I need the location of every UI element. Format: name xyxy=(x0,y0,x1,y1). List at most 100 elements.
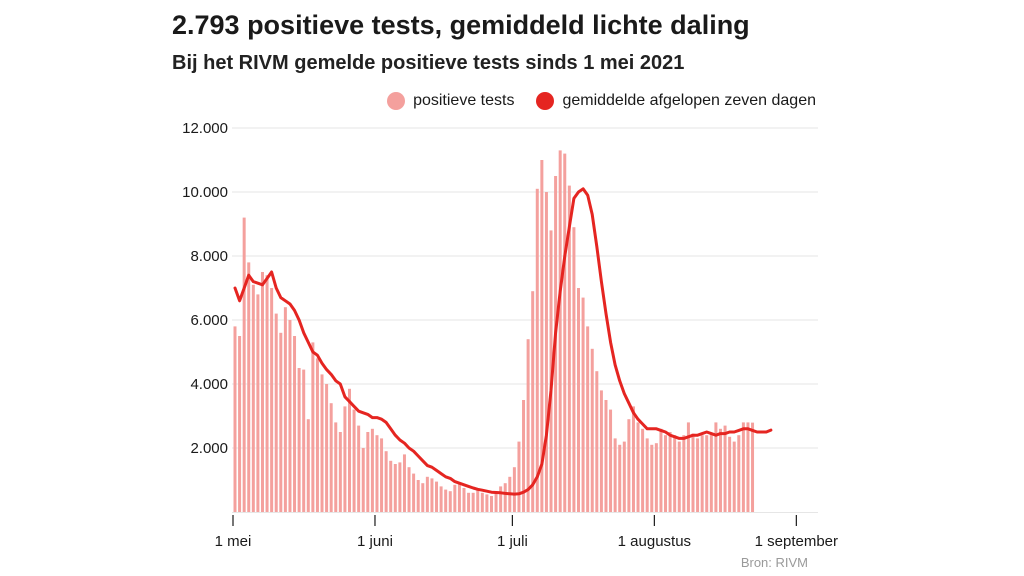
bar xyxy=(668,432,672,512)
bar xyxy=(380,438,384,512)
bar xyxy=(366,432,370,512)
legend-item-positieve-tests: positieve tests xyxy=(387,92,514,110)
bar xyxy=(306,419,310,512)
bar xyxy=(691,433,695,512)
bar xyxy=(494,491,498,512)
bar xyxy=(357,425,361,512)
bar xyxy=(338,432,342,512)
bar xyxy=(659,428,663,512)
bar xyxy=(407,467,411,512)
chart-title: 2.793 positieve tests, gemiddeld lichte … xyxy=(172,10,750,40)
bar xyxy=(389,460,393,512)
bar xyxy=(636,422,640,512)
bar xyxy=(650,444,654,512)
bar xyxy=(549,230,553,512)
bar xyxy=(737,435,741,512)
bar xyxy=(270,288,274,512)
bar xyxy=(522,400,526,512)
legend-item-gemiddelde: gemiddelde afgelopen zeven dagen xyxy=(536,92,816,110)
bar xyxy=(467,492,471,512)
bar xyxy=(283,307,287,512)
bar xyxy=(604,400,608,512)
y-tick-label: 8.000 xyxy=(190,248,228,265)
bar xyxy=(288,320,292,512)
bar xyxy=(590,348,594,512)
bar xyxy=(751,422,755,512)
average-line-path xyxy=(233,187,773,496)
x-tick-label: 1 augustus xyxy=(618,533,691,550)
bar xyxy=(609,409,613,512)
average-line xyxy=(233,187,773,496)
bar xyxy=(577,288,580,512)
bar xyxy=(471,492,475,512)
axes: 2.000 4.000 6.000 8.000 10.000 12.000 1 mei 1 j… xyxy=(182,120,838,550)
bar xyxy=(705,435,709,512)
bar xyxy=(682,435,686,512)
bar xyxy=(393,464,397,512)
bar xyxy=(311,342,315,512)
legend-swatch-positieve-tests xyxy=(387,92,406,110)
bar xyxy=(297,368,301,512)
bar xyxy=(430,478,434,512)
bar xyxy=(544,192,548,512)
bar xyxy=(402,454,406,512)
bar xyxy=(398,462,402,512)
bar xyxy=(512,467,516,512)
bar xyxy=(302,369,306,512)
bar xyxy=(499,486,503,512)
bar xyxy=(412,473,416,512)
bar xyxy=(489,496,493,512)
bar xyxy=(732,441,736,512)
bar xyxy=(320,374,324,512)
bar xyxy=(535,188,539,513)
bar xyxy=(503,483,507,512)
legend: positieve tests gemiddelde afgelopen zev… xyxy=(387,92,816,110)
bar xyxy=(435,481,439,512)
bar xyxy=(361,448,365,512)
bar xyxy=(425,476,429,512)
bar xyxy=(641,428,645,512)
bar xyxy=(714,422,718,512)
bar xyxy=(238,336,242,512)
bar xyxy=(599,390,603,512)
bar xyxy=(444,489,448,512)
bar xyxy=(526,339,530,512)
bar xyxy=(334,422,338,512)
bar xyxy=(274,313,278,512)
bar xyxy=(260,272,264,512)
bar xyxy=(723,425,727,512)
bar xyxy=(375,435,379,512)
bar xyxy=(741,422,745,512)
bar xyxy=(251,284,255,512)
bar xyxy=(728,436,732,512)
bar xyxy=(696,438,700,512)
bar xyxy=(677,441,681,512)
bar xyxy=(581,297,585,512)
legend-label-positieve-tests: positieve tests xyxy=(413,92,515,109)
bar xyxy=(256,294,260,512)
bar xyxy=(348,388,351,512)
x-tick-label: 1 mei xyxy=(215,533,252,550)
bar xyxy=(352,409,356,512)
bar xyxy=(664,435,668,512)
bar xyxy=(265,275,269,512)
bar xyxy=(572,227,576,512)
y-tick-label: 6.000 xyxy=(190,312,228,329)
bar xyxy=(673,435,677,512)
x-tick-label: 1 september xyxy=(755,533,838,550)
bar xyxy=(618,444,622,512)
bar xyxy=(247,262,251,512)
bar xyxy=(718,428,722,512)
bar xyxy=(279,332,283,512)
bar xyxy=(242,217,246,512)
chart-subtitle: Bij het RIVM gemelde positieve tests sin… xyxy=(172,52,685,74)
bar xyxy=(325,384,329,512)
bar xyxy=(439,486,443,512)
bar xyxy=(627,419,631,512)
y-tick-label: 12.000 xyxy=(182,120,228,137)
bar xyxy=(540,160,544,512)
bars xyxy=(233,150,755,513)
bar xyxy=(462,488,466,512)
bar xyxy=(622,441,626,512)
bar xyxy=(293,336,297,512)
